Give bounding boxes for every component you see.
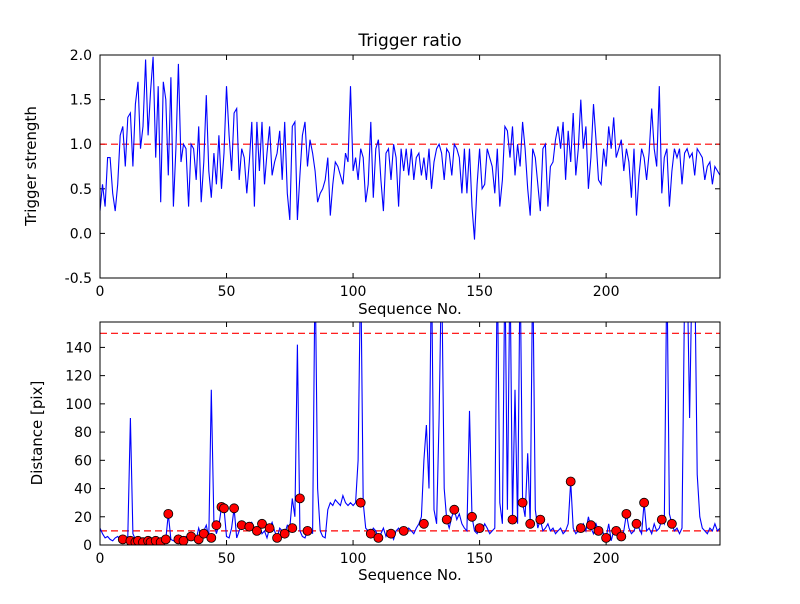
event-marker: [279, 528, 290, 539]
y-tick-label: 2.0: [70, 48, 92, 64]
top-panel: 0 50 100 150 200 -0.5 0.0 0.5 1.0 1.5 2.0: [65, 48, 720, 300]
event-marker: [565, 476, 576, 487]
event-marker: [251, 526, 262, 536]
event-marker: [507, 514, 518, 525]
event-marker: [525, 518, 536, 529]
y-tick-label: 1.5: [70, 93, 92, 109]
y-tick-label: -0.5: [65, 271, 92, 287]
event-marker: [631, 518, 642, 529]
bottom-panel: 0 50 100 150 200 0 20 40 60 80 100 120 140: [65, 322, 720, 567]
chart-title: Trigger ratio: [357, 31, 461, 51]
y-tick-label: 20: [74, 510, 92, 526]
event-marker: [163, 509, 174, 519]
x-tick-label: 150: [466, 284, 493, 300]
event-marker: [639, 497, 649, 508]
event-marker: [667, 518, 677, 529]
top-x-axis-label: Sequence No.: [358, 300, 462, 318]
event-marker: [272, 533, 283, 543]
y-tick-label: 100: [65, 397, 92, 413]
trigger-strength-line: [100, 56, 720, 240]
event-marker: [467, 511, 477, 522]
event-marker: [257, 518, 267, 529]
event-marker: [198, 528, 209, 539]
event-marker: [449, 504, 460, 515]
event-marker: [616, 531, 627, 542]
y-tick-label: 0.0: [70, 226, 92, 242]
x-tick-label: 0: [96, 551, 105, 567]
x-tick-label: 100: [340, 284, 367, 300]
event-marker: [656, 514, 667, 525]
y-tick-label: 0: [83, 538, 92, 554]
y-tick-label: 120: [65, 369, 92, 385]
x-tick-label: 100: [340, 551, 367, 567]
event-marker: [365, 528, 376, 539]
event-marker: [264, 523, 275, 533]
event-marker: [586, 520, 596, 531]
bottom-x-axis-label: Sequence No.: [358, 566, 462, 584]
y-tick-label: 140: [65, 340, 92, 356]
event-marker: [398, 526, 409, 536]
event-marker: [294, 493, 305, 504]
y-tick-label: 1.0: [70, 137, 92, 153]
x-tick-label: 0: [96, 284, 105, 300]
top-axes-frame: [99, 54, 721, 279]
x-tick-label: 150: [466, 551, 493, 567]
event-marker: [178, 535, 189, 545]
event-marker: [441, 514, 452, 525]
y-tick-label: 60: [74, 453, 92, 469]
x-tick-label: 200: [593, 551, 620, 567]
event-marker: [621, 509, 632, 519]
event-marker: [244, 521, 255, 532]
event-marker: [219, 503, 229, 514]
y-tick-label: 40: [74, 482, 92, 498]
event-marker: [517, 497, 528, 508]
event-marker: [206, 533, 217, 543]
bottom-axes-frame: [99, 321, 721, 546]
event-marker: [355, 497, 366, 508]
event-marker: [229, 503, 240, 514]
x-tick-label: 200: [593, 284, 620, 300]
event-marker: [373, 533, 384, 543]
event-marker: [160, 534, 171, 545]
event-marker: [287, 523, 298, 533]
x-tick-label: 50: [218, 551, 236, 567]
x-tick-label: 50: [218, 284, 236, 300]
event-marker: [575, 523, 586, 533]
event-marker: [593, 526, 604, 536]
top-y-axis-label: Trigger strength: [22, 106, 40, 227]
event-marker: [211, 520, 222, 531]
event-marker: [302, 526, 313, 536]
event-marker: [474, 523, 485, 533]
event-marker: [386, 528, 396, 539]
bottom-y-axis-label: Distance [pix]: [28, 381, 46, 486]
event-marker: [601, 533, 611, 543]
y-tick-label: 80: [74, 425, 92, 441]
event-marker: [535, 514, 546, 525]
event-marker: [418, 518, 429, 529]
y-tick-label: 0.5: [70, 182, 92, 198]
